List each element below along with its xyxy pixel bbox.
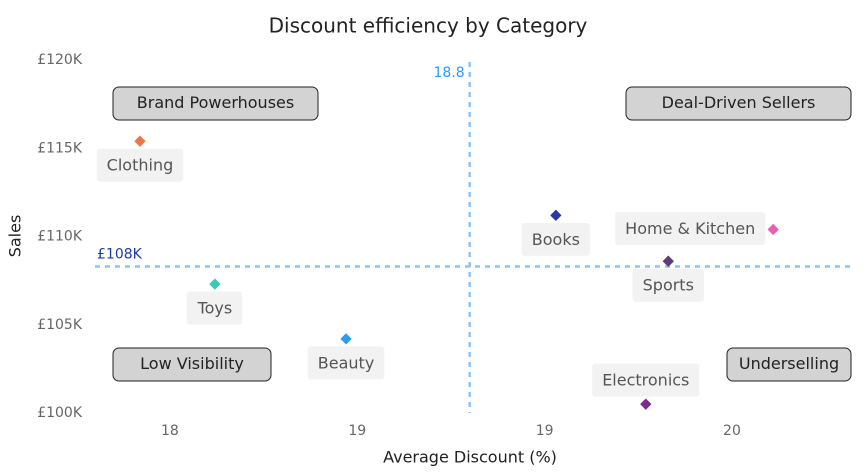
quadrant-box xyxy=(625,86,852,121)
y-tick-label: £110K xyxy=(37,229,83,245)
point xyxy=(550,209,562,221)
y-tick-label: £100K xyxy=(37,405,83,421)
reference-label: £108K xyxy=(97,247,143,263)
point-label: Electronics xyxy=(602,371,689,390)
point-label: Books xyxy=(532,230,580,249)
x-tick-label: 20 xyxy=(723,423,741,439)
point-label-bg xyxy=(521,222,590,256)
point xyxy=(340,333,352,345)
x-tick-label: 18 xyxy=(161,423,179,439)
point-label: Toys xyxy=(197,299,233,318)
reference-label: 18.8 xyxy=(434,65,465,81)
point-label-bg xyxy=(186,291,243,325)
point xyxy=(640,398,652,410)
quadrant-label: Brand Powerhouses xyxy=(137,93,294,112)
point-label-bg xyxy=(632,268,704,302)
point-label: Sports xyxy=(643,276,694,295)
point-label-bg xyxy=(592,363,700,397)
point xyxy=(209,278,221,290)
point xyxy=(134,135,146,147)
y-tick-label: £120K xyxy=(37,52,83,68)
point-label-bg xyxy=(615,211,766,245)
x-tick-label: 19 xyxy=(348,423,366,439)
y-tick-label: £115K xyxy=(37,140,83,156)
y-tick-label: £105K xyxy=(37,317,83,333)
point-label: Beauty xyxy=(318,353,375,372)
point-label-bg xyxy=(307,346,385,380)
y-axis-title: Sales xyxy=(6,215,25,258)
x-axis-title: Average Discount (%) xyxy=(383,448,557,467)
quadrant-label: Deal-Driven Sellers xyxy=(662,93,816,112)
quadrant-box xyxy=(112,347,272,382)
quadrant-label: Underselling xyxy=(739,354,839,373)
x-tick-label: 19 xyxy=(536,423,554,439)
chart-title: Discount efficiency by Category xyxy=(269,14,588,38)
point xyxy=(767,223,779,236)
quadrant-label: Low Visibility xyxy=(140,354,244,373)
point-label: Clothing xyxy=(107,156,174,175)
point-label: Home & Kitchen xyxy=(625,219,755,238)
quadrant-box xyxy=(726,347,852,382)
point xyxy=(662,255,674,267)
quadrant-box xyxy=(112,86,319,121)
point-label-bg xyxy=(96,148,184,182)
